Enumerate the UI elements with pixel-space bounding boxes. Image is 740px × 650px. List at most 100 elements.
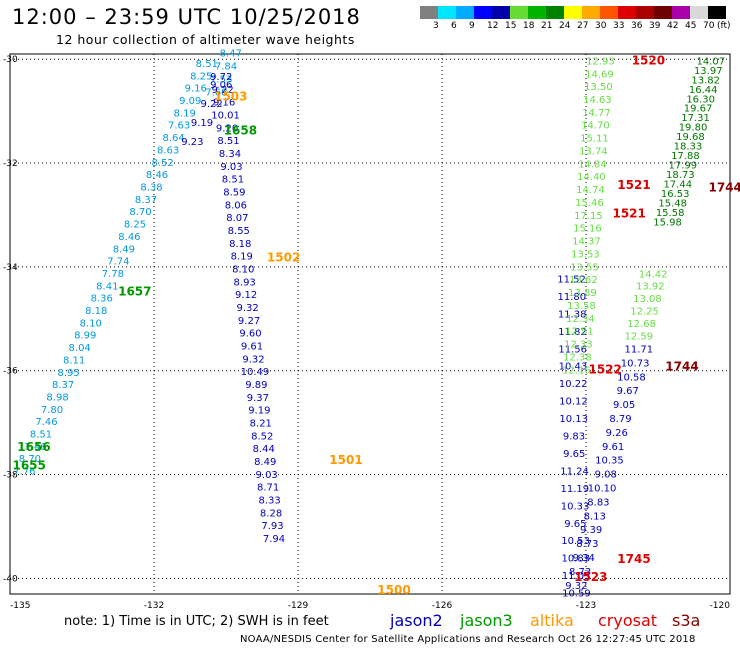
swh-value: 19.68 (676, 132, 705, 143)
swh-value: 7.74 (107, 257, 129, 268)
lon-tick-label: -129 (288, 601, 309, 611)
swh-value: 10.58 (617, 372, 646, 383)
swh-value: 8.46 (118, 232, 140, 243)
swh-value: 9.16 (185, 84, 207, 95)
color-scale-label: 36 (631, 21, 643, 31)
color-scale-label: 42 (667, 21, 679, 31)
swh-value: 7.53 (210, 75, 232, 86)
swh-value: 10.01 (211, 110, 240, 121)
swh-value: 15.11 (580, 134, 609, 145)
swh-value: 17.88 (671, 151, 700, 162)
swh-value: 9.19 (191, 118, 213, 129)
color-swatch (654, 6, 672, 19)
swh-value: 12.16 (562, 365, 591, 376)
swh-value: 10.35 (595, 456, 624, 467)
lat-tick-label: -32 (3, 159, 18, 169)
swh-value: 8.21 (250, 419, 272, 430)
swh-value: 13.53 (571, 249, 600, 260)
swh-value: 9.37 (247, 393, 269, 404)
swh-value: 8.51 (222, 175, 244, 186)
swh-value: 8.55 (228, 226, 250, 237)
color-swatch (546, 6, 564, 19)
color-swatch (528, 6, 546, 19)
lon-tick-label: -120 (710, 601, 731, 611)
pass-time-label: 1744 (665, 360, 698, 374)
credit-line: NOAA/NESDIS Center for Satellite Applica… (240, 634, 696, 645)
swh-value: 8.73 (569, 567, 591, 578)
swh-value: 7.94 (263, 534, 285, 545)
color-swatch (600, 6, 618, 19)
map-grid (9, 54, 731, 594)
swh-value: 14.07 (696, 56, 725, 67)
swh-value: 8.18 (229, 239, 251, 250)
swh-value: 8.51 (217, 136, 239, 147)
swh-value: 11.24 (560, 466, 589, 477)
swh-value: 10.83 (562, 554, 591, 565)
swh-value: 7.46 (24, 442, 46, 453)
swh-value: 16.44 (689, 85, 718, 96)
swh-value: 12.68 (627, 319, 656, 330)
swh-value: 9.67 (617, 386, 639, 397)
swh-value: 9.20 (216, 123, 238, 134)
swh-value: 14.63 (583, 95, 612, 106)
swh-value: 8.46 (146, 170, 168, 181)
swh-value: 8.11 (63, 355, 85, 366)
swh-value: 8.44 (253, 444, 275, 455)
color-scale-label: 70 (703, 21, 715, 31)
swh-value: 9.27 (238, 316, 260, 327)
pass-time-label: 1520 (632, 53, 665, 67)
swh-value: 11.82 (558, 327, 587, 338)
legend-jason2: jason2 (390, 611, 443, 630)
swh-value: 9.06 (210, 80, 232, 91)
swh-value: 8.28 (260, 508, 282, 519)
swh-value: 10.22 (559, 379, 588, 390)
swh-value: 14.70 (581, 121, 610, 132)
time-labels: 1503 1658 1502 1657 1656 1655 1501 1500 1520 1521… (12, 53, 740, 597)
map-frame (9, 53, 731, 595)
swh-value: 16.53 (661, 189, 690, 200)
swh-value: 8.83 (587, 497, 609, 508)
swh-value: 8.51 (30, 430, 52, 441)
color-swatch (564, 6, 582, 19)
swh-value: 11.52 (557, 274, 586, 285)
color-swatch (420, 6, 438, 19)
swh-value: 7.78 (102, 269, 124, 280)
swh-value: 14.77 (582, 108, 611, 119)
swh-value: 12.34 (566, 314, 595, 325)
pass-time-label: 1523 (574, 570, 607, 584)
swh-value: 8.93 (234, 277, 256, 288)
color-swatch (474, 6, 492, 19)
swh-value: 10.13 (559, 414, 588, 425)
lon-tick-label: -132 (144, 601, 164, 611)
swh-value: 12.25 (630, 307, 659, 318)
page-subtitle: 12 hour collection of altimeter wave hei… (56, 32, 355, 47)
color-scale-label: 9 (469, 21, 475, 31)
pass-time-label: 1745 (617, 552, 650, 566)
swh-value: 7.46 (35, 417, 57, 428)
swh-value: 9.22 (200, 99, 222, 110)
swh-value: 8.98 (46, 392, 68, 403)
lat-tick-label: -38 (3, 471, 18, 481)
wave-tracks: 8.518.259.169.098.197.638.648.638.528.46… (13, 49, 725, 600)
swh-value: 11.80 (558, 292, 587, 303)
color-swatch (690, 6, 708, 19)
swh-value: 14.40 (577, 172, 606, 183)
swh-value: 13.58 (567, 301, 596, 312)
swh-value: 9.03 (220, 162, 242, 173)
swh-value: 7.76 (13, 467, 35, 478)
page-title: 12:00 – 23:59 UTC 10/25/2018 (12, 5, 361, 29)
swh-value: 11.38 (558, 309, 587, 320)
pass-time-label: 1744 (708, 181, 740, 195)
swh-value: 8.07 (226, 213, 248, 224)
swh-value: 8.64 (163, 133, 185, 144)
swh-value: 9.22 (212, 85, 234, 96)
color-scale-label: 6 (451, 21, 457, 31)
swh-value: 17.15 (574, 211, 603, 222)
swh-value: 11.71 (624, 345, 653, 356)
swh-value: 9.03 (256, 470, 278, 481)
color-swatch (672, 6, 690, 19)
swh-value: 9.05 (613, 400, 635, 411)
color-scale-label: 27 (577, 21, 589, 31)
swh-value: 8.37 (135, 195, 157, 206)
